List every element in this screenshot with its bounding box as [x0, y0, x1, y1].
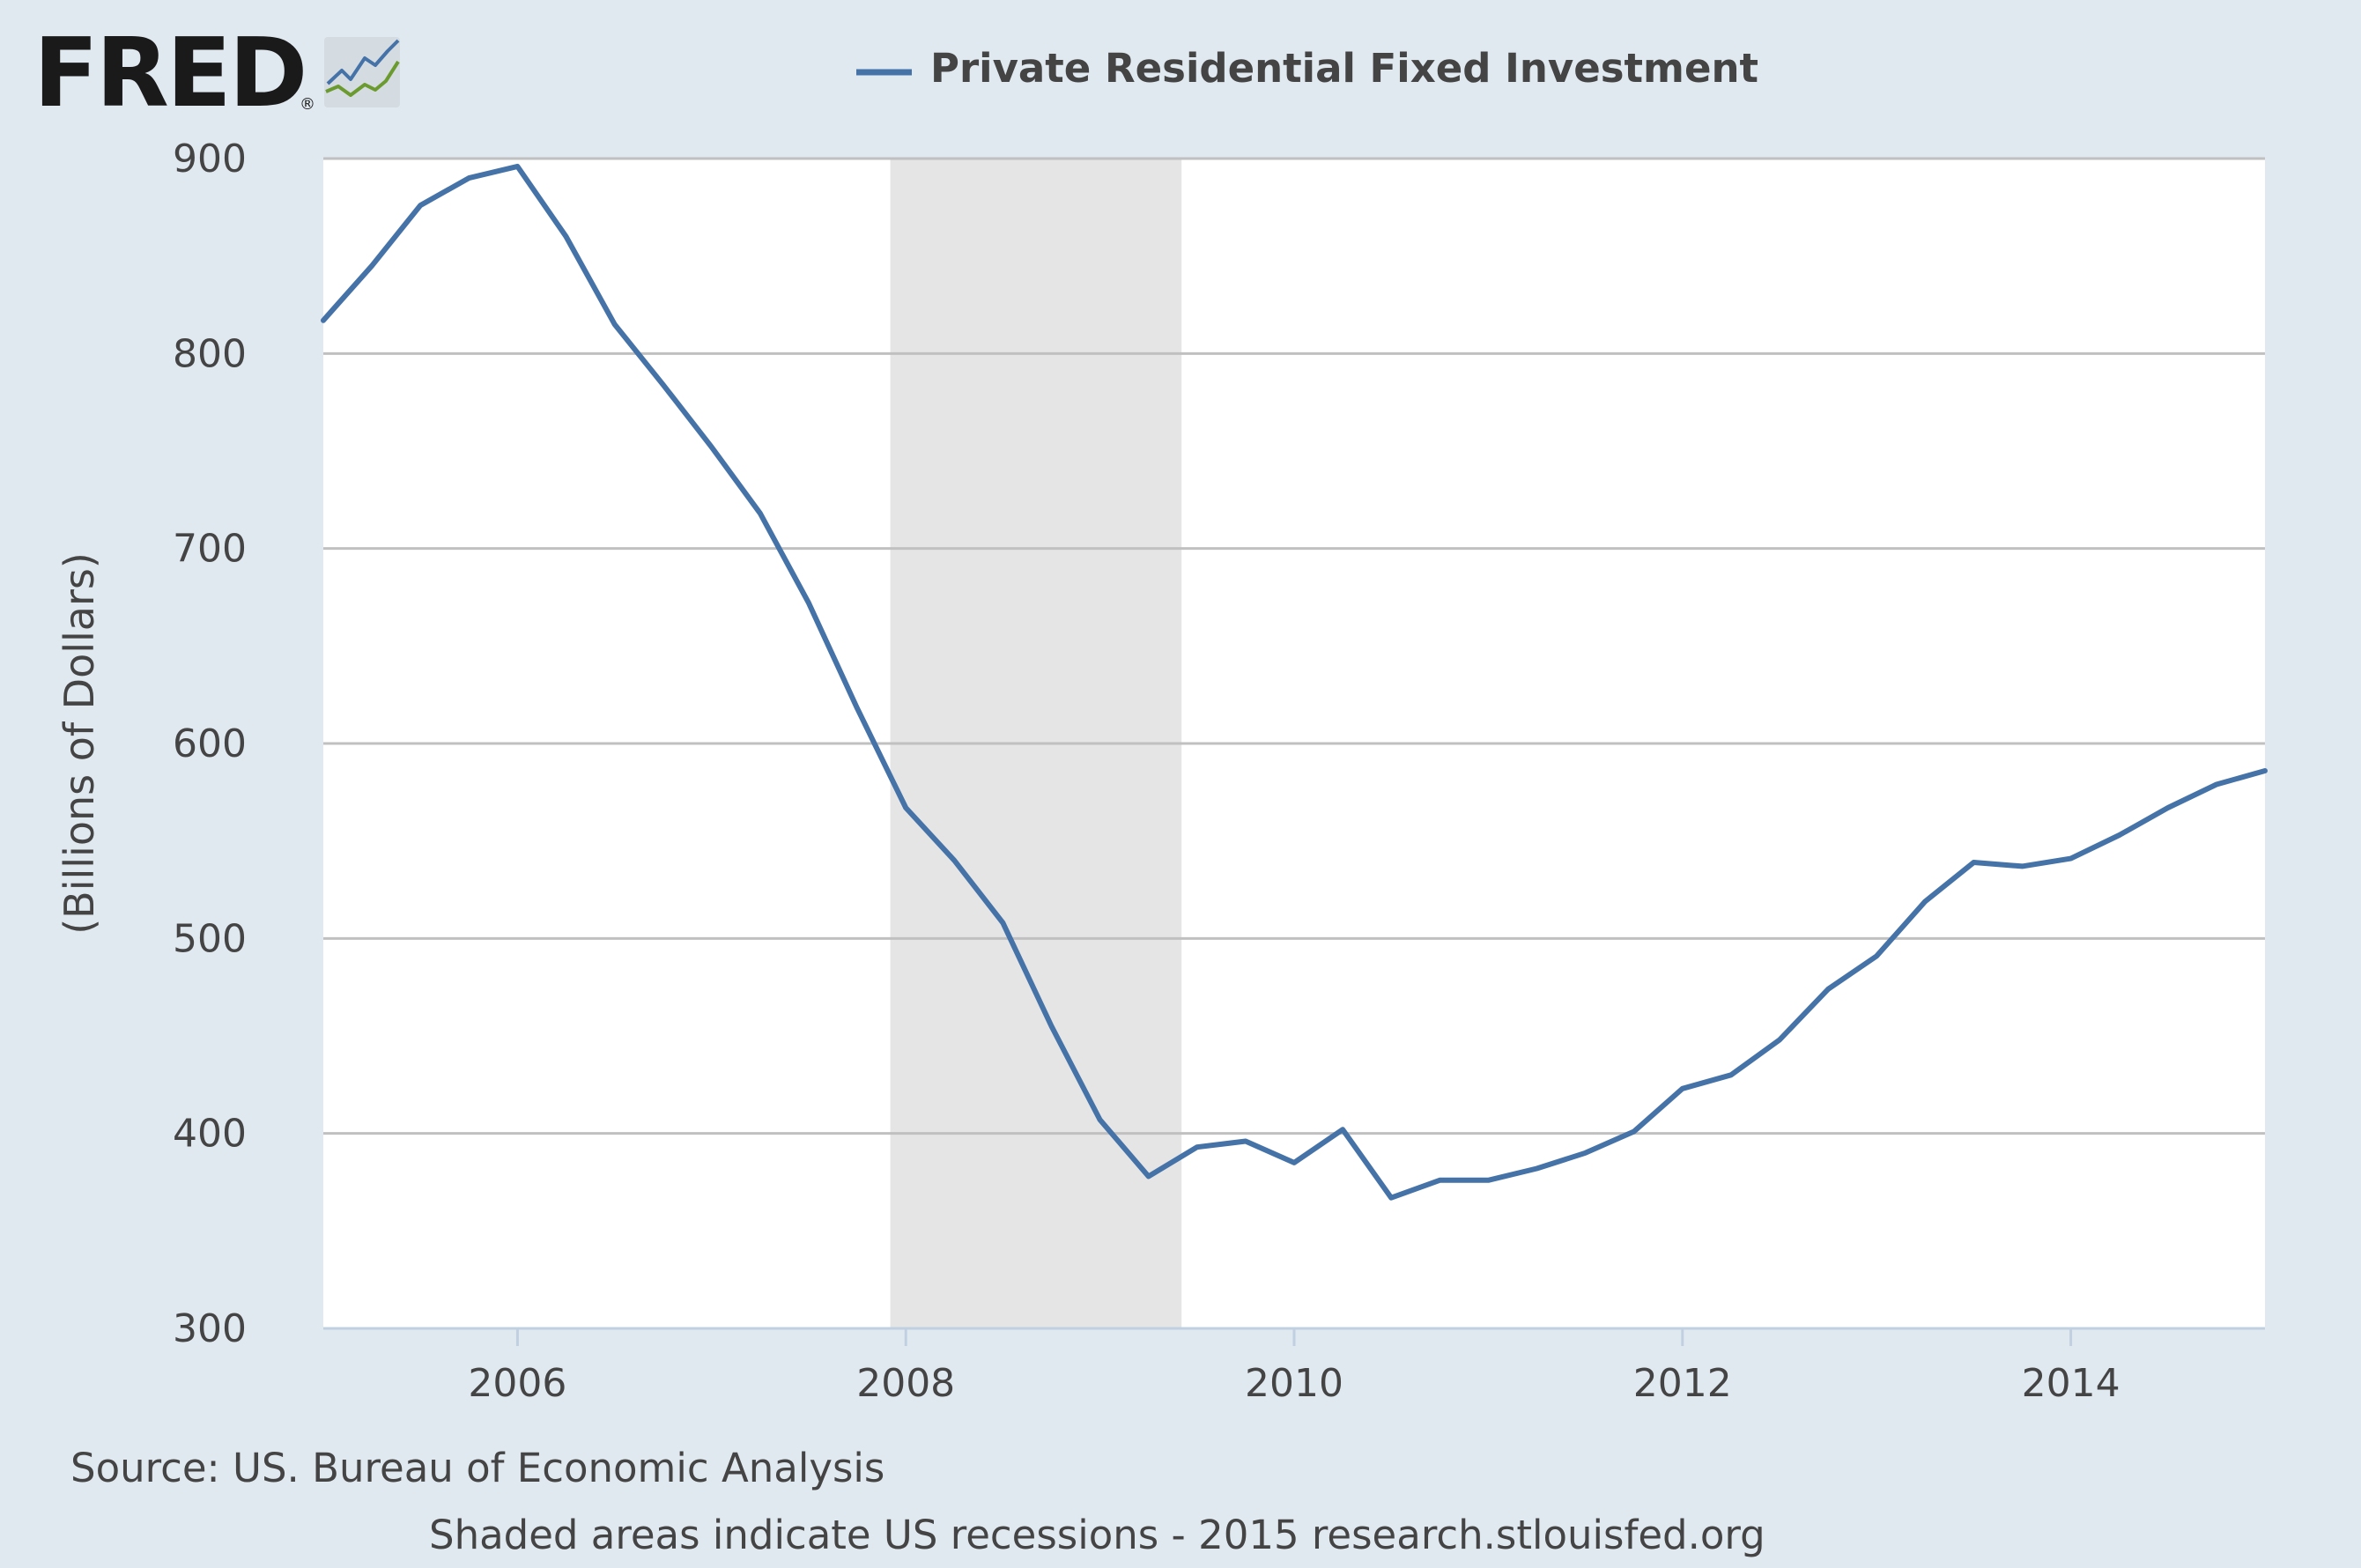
source-note: Source: US. Bureau of Economic Analysis [70, 1445, 884, 1491]
y-tick-label: 400 [173, 1112, 247, 1157]
legend-label: Private Residential Fixed Investment [930, 45, 1758, 92]
gridlines [323, 157, 2265, 1330]
x-tick-label: 2008 [856, 1361, 955, 1406]
y-tick-label: 800 [173, 331, 247, 376]
fred-logo[interactable]: FRED ® [33, 18, 400, 129]
y-tick-label: 600 [173, 721, 247, 766]
brand-trademark: ® [300, 95, 315, 114]
brand-name: FRED [33, 18, 305, 129]
y-tick-label: 700 [173, 527, 247, 572]
series-line [321, 163, 2268, 1201]
x-tick-label: 2014 [2022, 1361, 2120, 1406]
recession-note: Shaded areas indicate US recessions - 20… [429, 1512, 1765, 1558]
legend: Private Residential Fixed Investment [856, 45, 1758, 92]
x-tick-label: 2010 [1245, 1361, 1343, 1406]
y-tick-label: 900 [173, 137, 247, 181]
y-axis-ticks: 300 400 500 600 700 800 900 [173, 137, 247, 1351]
fred-line-chart-icon [324, 37, 400, 107]
x-tick-label: 2006 [468, 1361, 566, 1406]
series-layer [321, 163, 2268, 1201]
x-tick-label: 2012 [1633, 1361, 1732, 1406]
y-axis-label: (Billions of Dollars) [56, 552, 103, 935]
y-tick-label: 500 [173, 916, 247, 961]
x-axis-ticks: 2006 2008 2010 2012 2014 [468, 1328, 2120, 1406]
y-tick-label: 300 [173, 1306, 247, 1351]
